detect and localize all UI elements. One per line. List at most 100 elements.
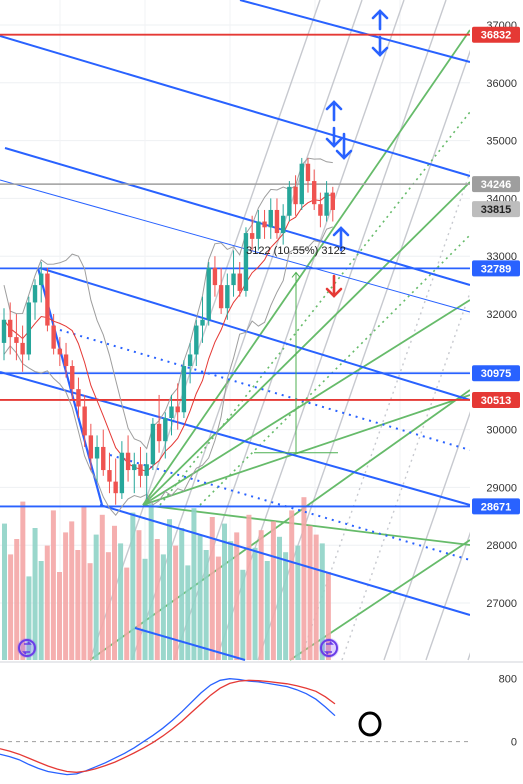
candle-body <box>194 325 199 355</box>
candle-body <box>181 366 187 413</box>
osc-series-line <box>0 678 336 776</box>
candle-body <box>268 209 273 228</box>
volume-bar <box>81 506 87 660</box>
candle-body <box>231 273 236 286</box>
volume-bar <box>228 541 234 660</box>
direction-arrows <box>325 9 389 298</box>
volume-bar <box>112 525 117 660</box>
candles <box>1 157 335 505</box>
fan-line <box>425 379 523 661</box>
candle-body <box>218 285 224 309</box>
volume-bar <box>307 525 313 660</box>
candle-body <box>32 285 38 303</box>
down-arrow-icon <box>335 132 353 160</box>
volume-bar <box>105 552 111 660</box>
candle-body <box>26 302 32 355</box>
volume-bar <box>313 534 319 660</box>
bollinger-upper <box>3 157 333 450</box>
volume-bar <box>50 510 56 660</box>
price-tag <box>472 498 520 515</box>
volume-bar <box>234 532 240 660</box>
candle-body <box>175 406 180 413</box>
volume-bar <box>173 545 179 660</box>
green-fan-line <box>142 299 471 506</box>
candle-body <box>249 233 255 239</box>
arrow-shape <box>371 9 389 57</box>
candle-body <box>330 192 335 210</box>
candle-body <box>20 342 25 355</box>
replay-icon[interactable] <box>17 638 37 658</box>
candle-body <box>125 452 131 471</box>
candle-body <box>225 285 230 309</box>
axis-tick-label: 35000 <box>486 136 517 148</box>
down-arrow-red-icon <box>325 274 343 298</box>
candle-body <box>299 163 304 205</box>
volume-bar <box>167 519 172 660</box>
candle-body <box>305 163 311 182</box>
candle-body <box>163 418 168 442</box>
volume-bar <box>63 532 69 660</box>
volume-bar <box>270 521 276 660</box>
price-tag <box>472 201 520 218</box>
osc-tick-label: 0 <box>511 737 517 749</box>
horizontal-levels <box>0 33 470 508</box>
volume-bar <box>160 554 166 660</box>
candle-body <box>144 464 149 476</box>
candle-body <box>63 354 69 367</box>
channel-line-dotted <box>59 329 471 451</box>
volume-bar <box>301 497 307 660</box>
volume-bar <box>14 539 20 660</box>
volume-bar <box>197 534 203 660</box>
candle-body <box>243 233 249 291</box>
candle-body <box>311 181 317 205</box>
bollinger-lower <box>3 226 333 516</box>
measure-arrowhead <box>291 271 301 278</box>
candle-body <box>293 186 298 205</box>
candle-body <box>150 423 156 465</box>
volume-bar <box>277 536 282 660</box>
candle-body <box>318 204 323 216</box>
candle-body <box>280 215 286 234</box>
volume-bar <box>295 545 301 660</box>
candle-body <box>169 406 174 419</box>
price-tag-label: 28671 <box>481 501 512 513</box>
volume-bar <box>148 503 154 660</box>
volume-bar <box>246 514 252 660</box>
oscillator-pane: 800 0 <box>0 661 523 776</box>
candle-body <box>212 267 218 286</box>
candle-body <box>88 435 94 459</box>
candle-body <box>132 464 137 471</box>
volume-bar <box>240 569 246 660</box>
price-tag-label: 33815 <box>481 204 512 216</box>
volume-bar <box>185 565 191 660</box>
volume-bar <box>20 501 26 660</box>
candle-body <box>262 221 267 228</box>
volume-bar <box>264 561 270 660</box>
channel-line <box>39 267 471 401</box>
volume-bar <box>252 547 258 660</box>
arrow-shape <box>325 100 343 148</box>
volume-bar <box>38 561 44 660</box>
volume-bar <box>319 543 325 660</box>
volume-bar <box>142 558 148 660</box>
volume-bar <box>203 550 209 660</box>
measure-label: 3122 (10.55%) 3122 <box>246 245 346 257</box>
candle-body <box>57 348 63 355</box>
channel-line <box>239 0 471 63</box>
candle-body <box>51 325 56 349</box>
measure-tool <box>254 271 338 454</box>
candle-body <box>256 221 261 239</box>
axis-tick-label: 32000 <box>486 309 517 321</box>
price-tag <box>472 365 520 382</box>
candle-body <box>287 186 292 216</box>
candle-body <box>200 319 205 326</box>
channel-line <box>99 504 471 616</box>
price-tag <box>472 26 520 43</box>
channel-line-thin <box>0 179 471 313</box>
price-tag <box>472 176 520 193</box>
candle-body <box>45 273 50 326</box>
volume-bar <box>191 508 197 660</box>
replay-icon[interactable] <box>319 638 339 658</box>
candle-body <box>101 446 106 471</box>
